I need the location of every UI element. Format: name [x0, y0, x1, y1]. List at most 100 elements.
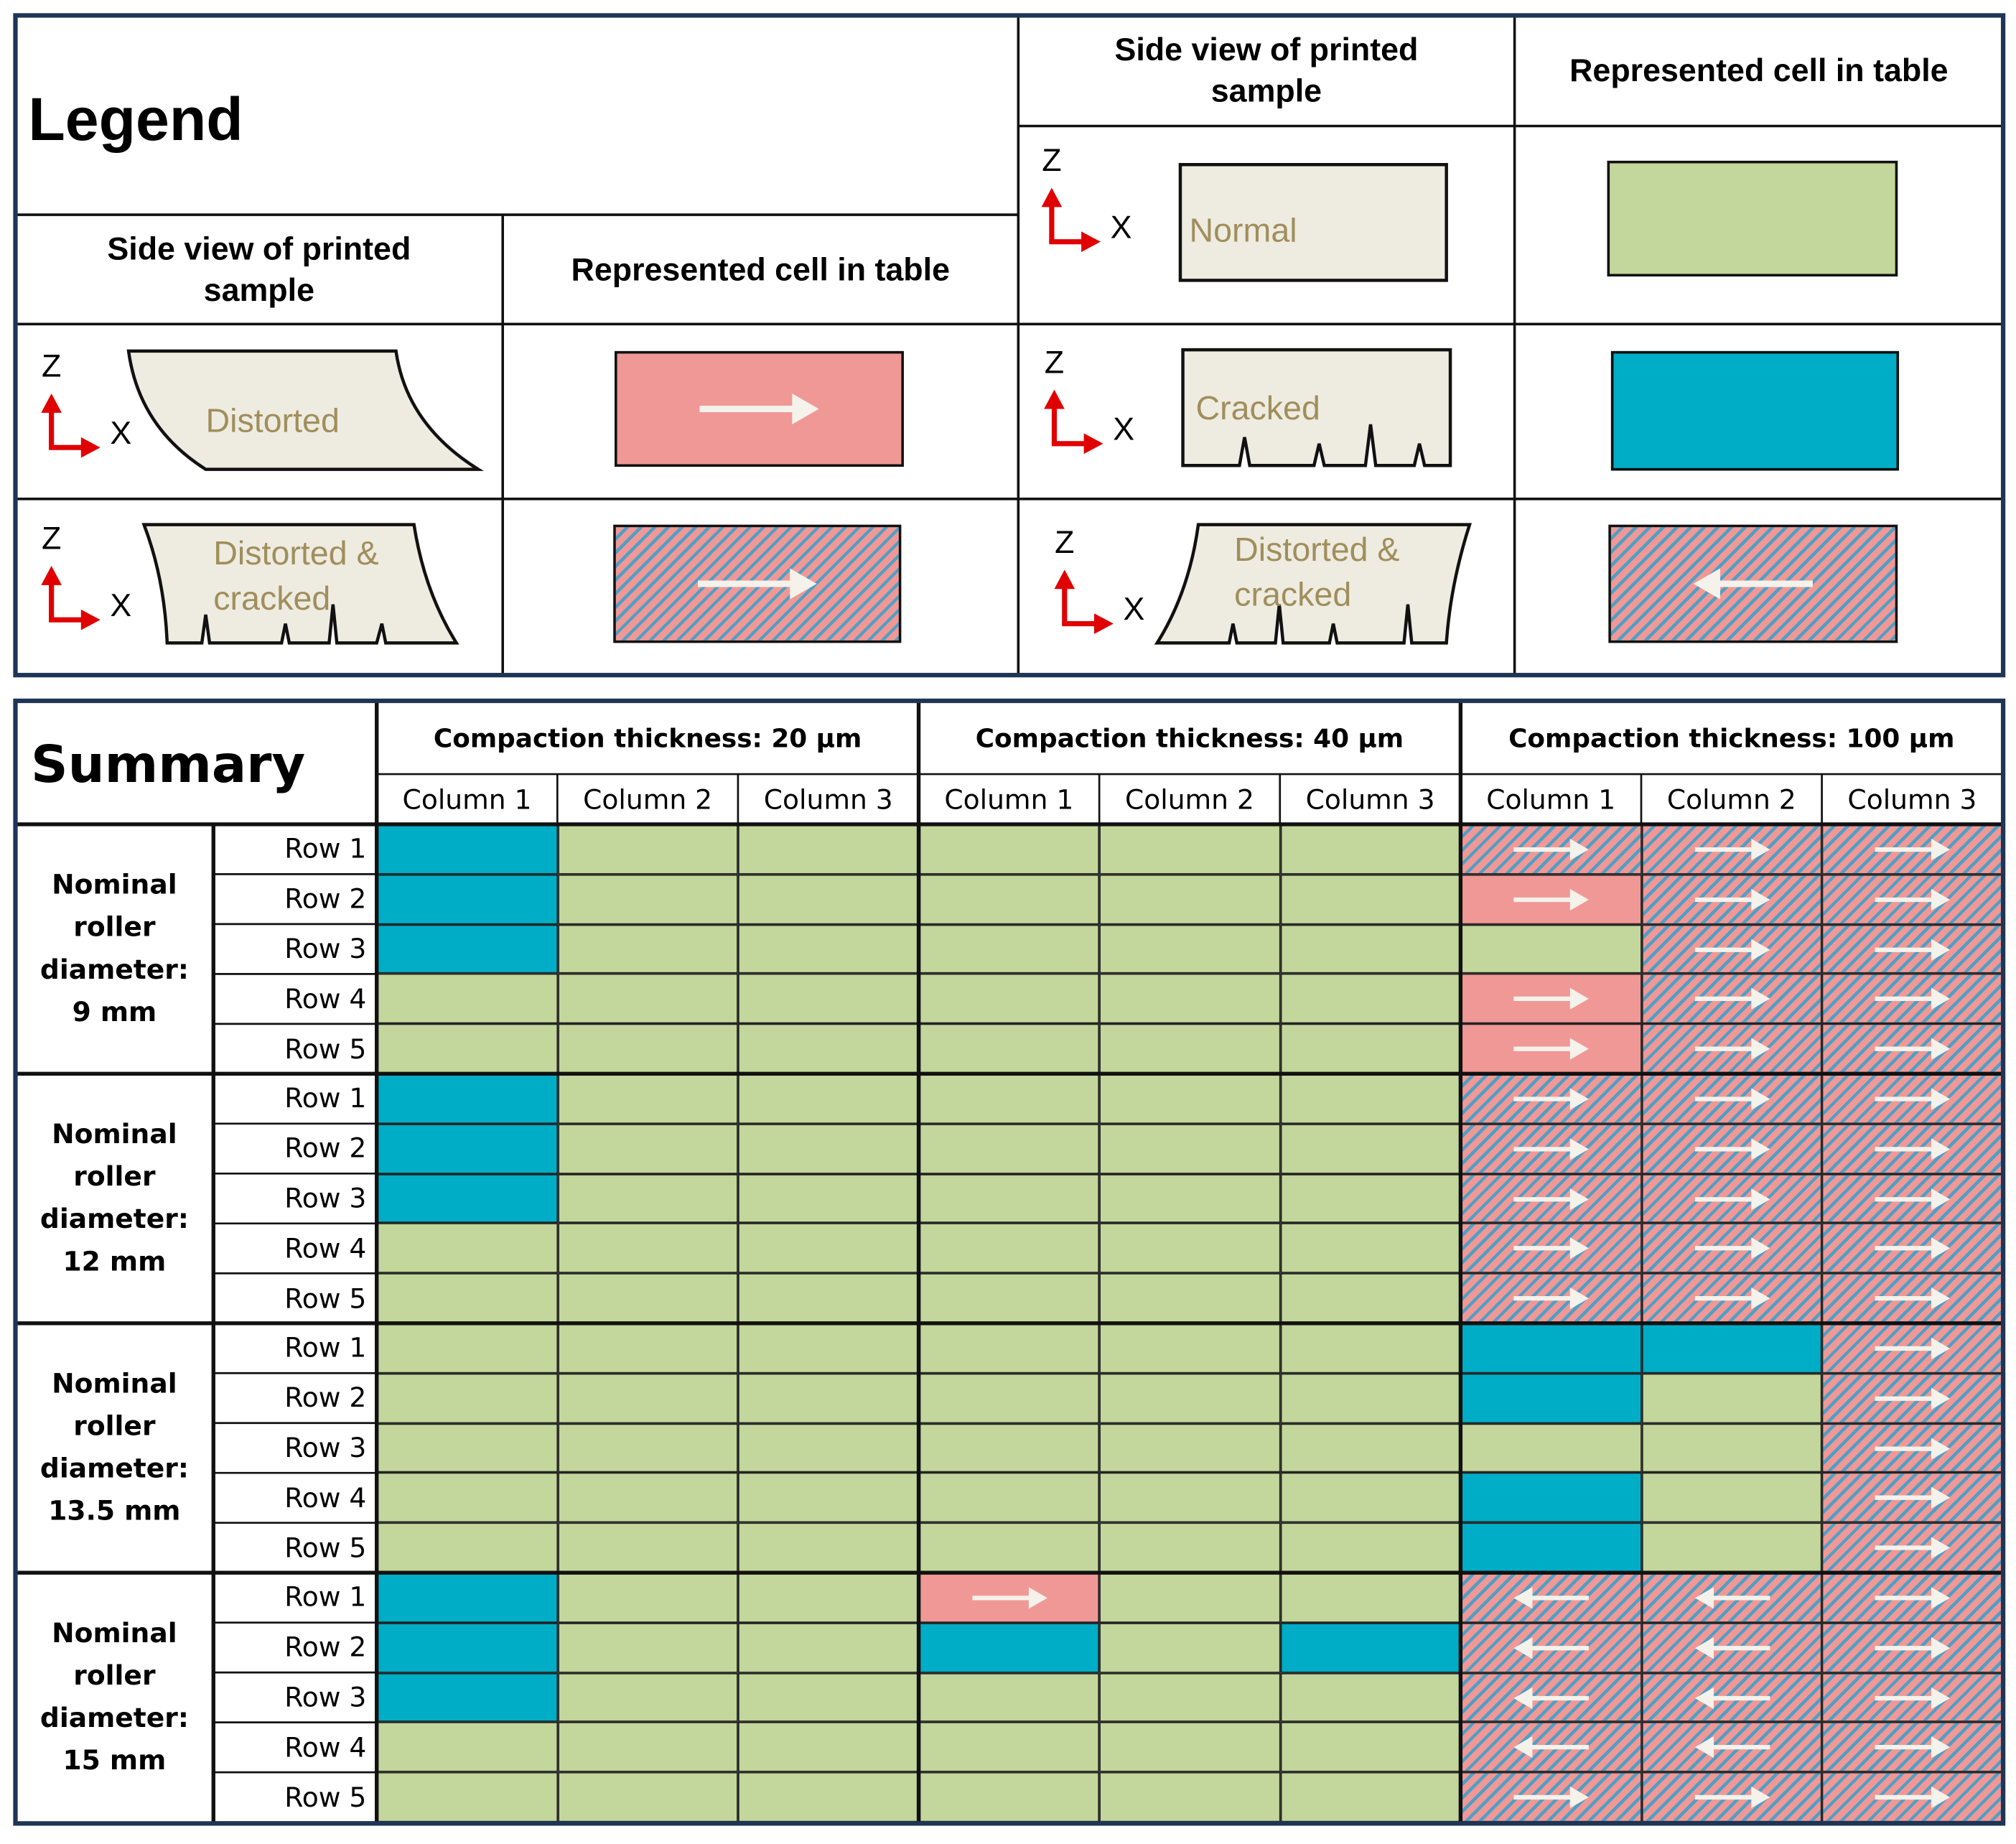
result-cell [557, 1223, 738, 1274]
result-cell [1099, 1123, 1280, 1174]
arrow-head [1931, 1038, 1951, 1061]
arrow [699, 393, 819, 424]
result-cell [376, 1023, 558, 1074]
arrow-head [1513, 1587, 1533, 1609]
arrow [1875, 1038, 1951, 1061]
result-cell [376, 1273, 558, 1323]
result-cell [737, 1074, 919, 1124]
result-cell [737, 1622, 919, 1673]
result-cell [557, 1573, 738, 1623]
result-cell [557, 1323, 738, 1374]
result-cell [557, 1074, 738, 1124]
result-cell [1279, 1422, 1461, 1473]
arrow [1875, 1088, 1951, 1110]
arrow [1513, 1137, 1589, 1160]
arrow [1513, 988, 1589, 1010]
result-cell [1641, 874, 1822, 924]
result-cell [1460, 1173, 1641, 1224]
arrow-head [1931, 1337, 1951, 1359]
arrow-head [1513, 1736, 1533, 1759]
arrow [1694, 1636, 1770, 1659]
result-cell [737, 824, 919, 875]
result-cell [1460, 824, 1641, 875]
arrow [1513, 1088, 1589, 1110]
row-label: Row 4 [284, 1482, 367, 1514]
result-cell [1641, 1722, 1822, 1773]
result-cell [1279, 1622, 1461, 1673]
arrow [1513, 1636, 1589, 1659]
arrow [971, 1587, 1047, 1609]
result-cell [1821, 1023, 2003, 1074]
arrow-head [1750, 888, 1770, 911]
result-cell [918, 1223, 1100, 1274]
result-cell [1279, 1672, 1461, 1723]
arrow [1875, 1687, 1951, 1709]
column-header: Column 2 [1666, 783, 1796, 815]
result-cell [1460, 874, 1641, 924]
row-label: Row 1 [284, 1582, 367, 1614]
result-cell [1099, 1772, 1280, 1822]
result-cell [1460, 974, 1641, 1024]
arrow-head [1931, 1188, 1951, 1210]
axis-label: Z [1044, 344, 1065, 381]
result-cell [1821, 1573, 2003, 1623]
result-cell [737, 1722, 919, 1773]
result-cell [1099, 1622, 1280, 1673]
arrow-head [1750, 1088, 1770, 1110]
result-cell [1279, 1173, 1461, 1224]
result-cell [1099, 1223, 1280, 1274]
result-cell [557, 1672, 738, 1723]
result-cell [918, 1273, 1100, 1323]
column-header: Column 1 [1486, 783, 1616, 815]
arrow-head [1931, 1587, 1951, 1609]
row-label: Row 4 [284, 1731, 367, 1763]
result-cell [918, 1722, 1100, 1773]
result-cell [1460, 1273, 1641, 1323]
arrow [1875, 939, 1951, 961]
result-cell [918, 824, 1100, 875]
result-cell [376, 1522, 558, 1573]
axis-label: X [1123, 590, 1145, 628]
result-cell [918, 1074, 1100, 1124]
result-cell [1099, 1422, 1280, 1473]
result-cell [1641, 923, 1822, 974]
column-header: Column 1 [402, 783, 532, 815]
result-cell [1279, 1123, 1461, 1174]
result-cell [918, 1772, 1100, 1822]
axis-x-head [1081, 231, 1101, 253]
row-label: Row 5 [284, 1033, 367, 1065]
arrow-head [1750, 1787, 1770, 1809]
arrow-head [1931, 1387, 1951, 1410]
arrow-head [1750, 1237, 1770, 1260]
result-cell [1460, 1323, 1641, 1374]
result-cell [1641, 1074, 1822, 1124]
arrow-head [1750, 988, 1770, 1010]
result-cell [918, 1573, 1100, 1623]
result-cell [557, 1023, 738, 1074]
arrow-head [1569, 888, 1589, 911]
group-header: Compaction thickness: 20 µm [433, 722, 862, 753]
arrow-head [1569, 1137, 1589, 1160]
axis-x-head [1083, 433, 1103, 455]
arrow [1875, 1387, 1951, 1410]
result-cell [376, 1373, 558, 1423]
result-cell [1279, 874, 1461, 924]
arrow [1875, 1587, 1951, 1609]
axis-z-head [1044, 389, 1065, 409]
result-cell [1099, 1273, 1280, 1323]
result-cell [737, 923, 919, 974]
result-cell [1821, 1223, 2003, 1274]
legend-cell [1608, 524, 1898, 643]
result-cell [1099, 1323, 1280, 1374]
axis-label: X [110, 414, 132, 451]
result-cell [376, 1422, 558, 1473]
result-cell [1279, 1573, 1461, 1623]
result-cell [737, 1123, 919, 1174]
legend-header: Side view of printed sample [1114, 32, 1419, 110]
arrow [1694, 839, 1770, 861]
arrow-head [1569, 1237, 1589, 1260]
result-cell [557, 824, 738, 875]
result-cell [557, 974, 738, 1024]
summary-title: Summary [30, 735, 306, 795]
arrow [1513, 1687, 1589, 1709]
